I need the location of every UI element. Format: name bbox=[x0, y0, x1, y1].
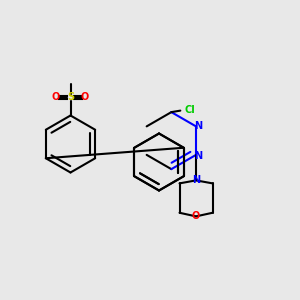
Text: Cl: Cl bbox=[185, 105, 196, 115]
Text: N: N bbox=[194, 152, 202, 161]
Text: O: O bbox=[52, 92, 60, 103]
Text: N: N bbox=[192, 176, 200, 185]
Text: O: O bbox=[81, 92, 89, 103]
Text: N: N bbox=[194, 121, 202, 131]
Text: S: S bbox=[67, 92, 74, 103]
Text: O: O bbox=[192, 212, 200, 221]
